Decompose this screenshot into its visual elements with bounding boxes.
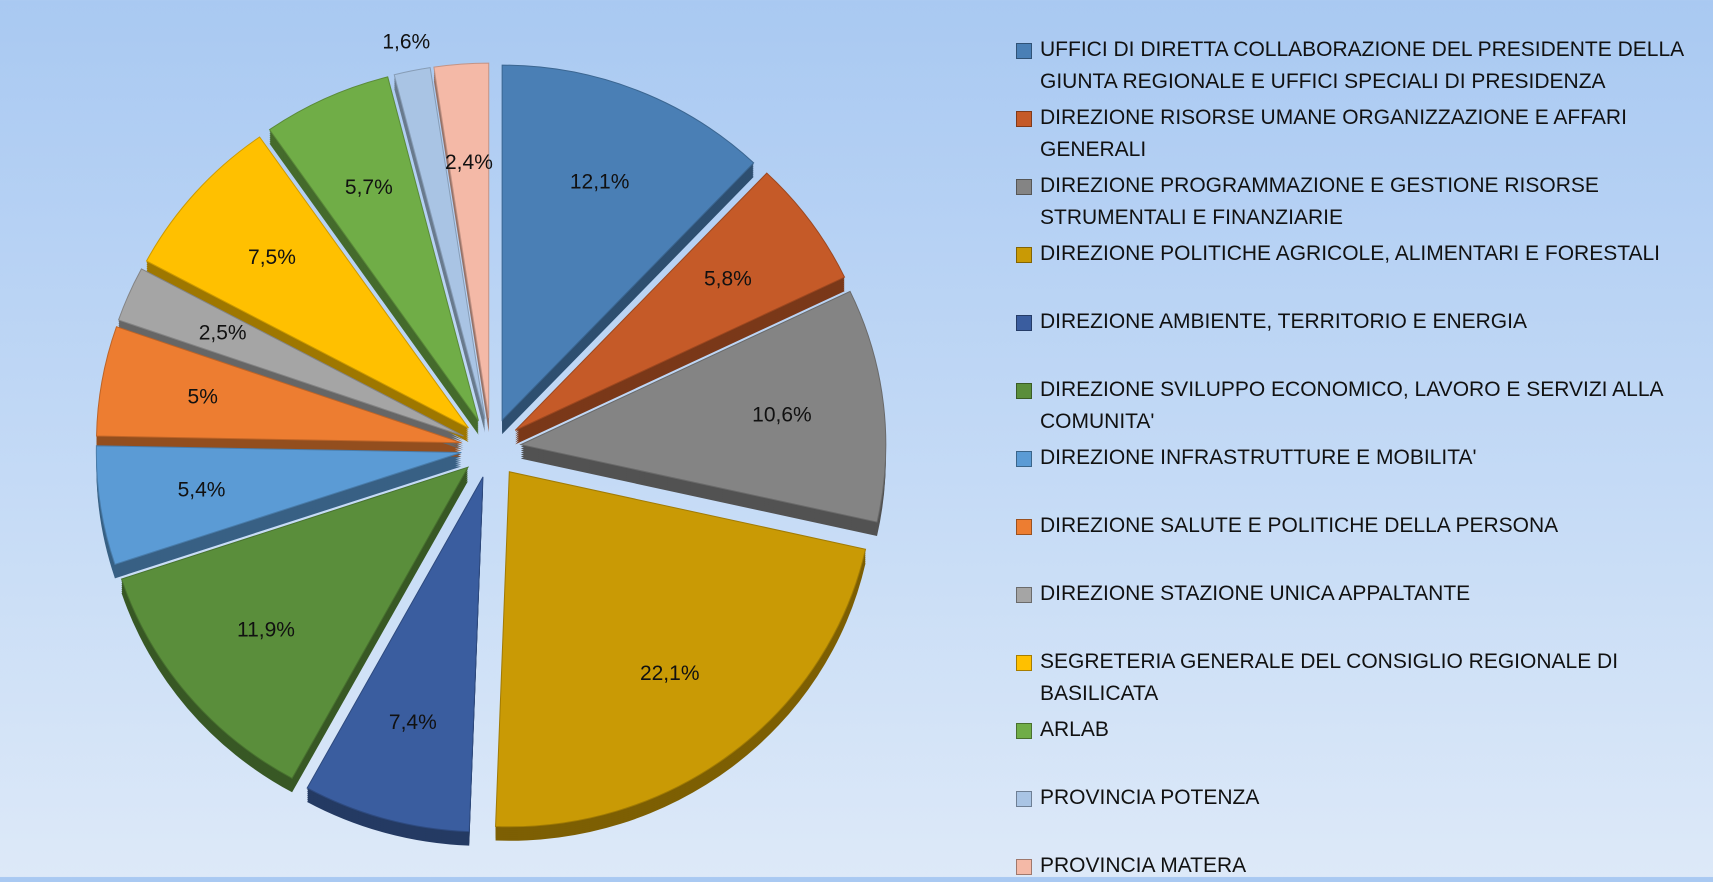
slice xyxy=(519,290,887,523)
legend-swatch xyxy=(1016,655,1032,671)
legend-swatch xyxy=(1016,315,1032,331)
legend-swatch xyxy=(1016,791,1032,807)
slice xyxy=(495,471,867,828)
legend-swatch xyxy=(1016,383,1032,399)
legend-swatch xyxy=(1016,587,1032,603)
legend-label: ARLAB xyxy=(1040,718,1109,741)
data-label: 12,1% xyxy=(570,170,630,193)
data-label: 2,5% xyxy=(199,321,247,344)
legend-swatch xyxy=(1016,179,1032,195)
legend-label: DIREZIONE RISORSE UMANE ORGANIZZAZIONE E… xyxy=(1040,106,1627,161)
slice xyxy=(145,136,469,429)
legend-item: PROVINCIA MATERA xyxy=(1016,850,1706,882)
legend-item: ARLAB xyxy=(1016,714,1706,746)
data-label: 11,9% xyxy=(237,618,295,641)
legend-label: DIREZIONE AMBIENTE, TERRITORIO E ENERGIA xyxy=(1040,310,1527,333)
legend-item: DIREZIONE STAZIONE UNICA APPALTANTE xyxy=(1016,578,1706,610)
legend-item: DIREZIONE RISORSE UMANE ORGANIZZAZIONE E… xyxy=(1016,102,1706,166)
legend-label: DIREZIONE POLITICHE AGRICOLE, ALIMENTARI… xyxy=(1040,242,1661,265)
legend-item: DIREZIONE POLITICHE AGRICOLE, ALIMENTARI… xyxy=(1016,238,1706,270)
legend-label: DIREZIONE STAZIONE UNICA APPALTANTE xyxy=(1040,582,1471,605)
data-label: 7,4% xyxy=(389,711,437,734)
legend-swatch xyxy=(1016,247,1032,263)
legend-label: DIREZIONE INFRASTRUTTURE E MOBILITA' xyxy=(1040,446,1477,469)
slice xyxy=(96,326,462,444)
slice xyxy=(120,466,470,779)
legend-item: DIREZIONE SVILUPPO ECONOMICO, LAVORO E S… xyxy=(1016,374,1706,438)
data-labels: 12,1% 5,8% 10,6% 22,1% 7,4% 11,9% 5,4% 5% 2,5% 7,… xyxy=(178,30,812,733)
legend-item: DIREZIONE SALUTE E POLITICHE DELLA PERSO… xyxy=(1016,510,1706,542)
legend-label: DIREZIONE SVILUPPO ECONOMICO, LAVORO E S… xyxy=(1040,378,1663,433)
legend-swatch xyxy=(1016,723,1032,739)
data-label: 2,4% xyxy=(445,151,493,174)
legend-item: DIREZIONE PROGRAMMAZIONE E GESTIONE RISO… xyxy=(1016,170,1706,234)
legend-swatch xyxy=(1016,859,1032,875)
slice xyxy=(268,76,479,422)
legend-label: SEGRETERIA GENERALE DEL CONSIGLIO REGION… xyxy=(1040,650,1619,705)
data-label: 22,1% xyxy=(640,662,700,685)
legend-swatch xyxy=(1016,111,1032,127)
legend-label: UFFICI DI DIRETTA COLLABORAZIONE DEL PRE… xyxy=(1040,38,1683,93)
legend-label: DIREZIONE PROGRAMMAZIONE E GESTIONE RISO… xyxy=(1040,174,1599,229)
slice xyxy=(95,445,462,565)
slice xyxy=(393,67,486,419)
data-label: 7,5% xyxy=(248,246,296,269)
slice xyxy=(514,172,846,431)
slice xyxy=(433,62,490,419)
legend-swatch xyxy=(1016,451,1032,467)
pie-chart: 12,1% 5,8% 10,6% 22,1% 7,4% 11,9% 5,4% 5% 2,5% 7,… xyxy=(95,30,887,846)
data-label: 5,8% xyxy=(704,268,752,291)
data-label: 10,6% xyxy=(752,403,812,426)
data-label: 1,6% xyxy=(382,30,430,53)
legend-label: DIREZIONE SALUTE E POLITICHE DELLA PERSO… xyxy=(1040,514,1559,537)
data-label: 5,4% xyxy=(178,478,226,501)
legend-item: PROVINCIA POTENZA xyxy=(1016,782,1706,814)
legend-swatch xyxy=(1016,519,1032,535)
legend-label: PROVINCIA POTENZA xyxy=(1040,786,1260,809)
data-label: 5% xyxy=(188,386,218,409)
legend-item: DIREZIONE AMBIENTE, TERRITORIO E ENERGIA xyxy=(1016,306,1706,338)
legend-item: UFFICI DI DIRETTA COLLABORAZIONE DEL PRE… xyxy=(1016,34,1706,98)
slices xyxy=(95,62,887,833)
slice xyxy=(306,476,484,833)
data-label: 5,7% xyxy=(345,176,393,199)
legend-label: PROVINCIA MATERA xyxy=(1040,854,1247,877)
legend-swatch xyxy=(1016,43,1032,59)
slice xyxy=(501,64,755,422)
legend-item: DIREZIONE INFRASTRUTTURE E MOBILITA' xyxy=(1016,442,1706,474)
legend-item: SEGRETERIA GENERALE DEL CONSIGLIO REGION… xyxy=(1016,646,1706,710)
slice xyxy=(117,268,464,437)
